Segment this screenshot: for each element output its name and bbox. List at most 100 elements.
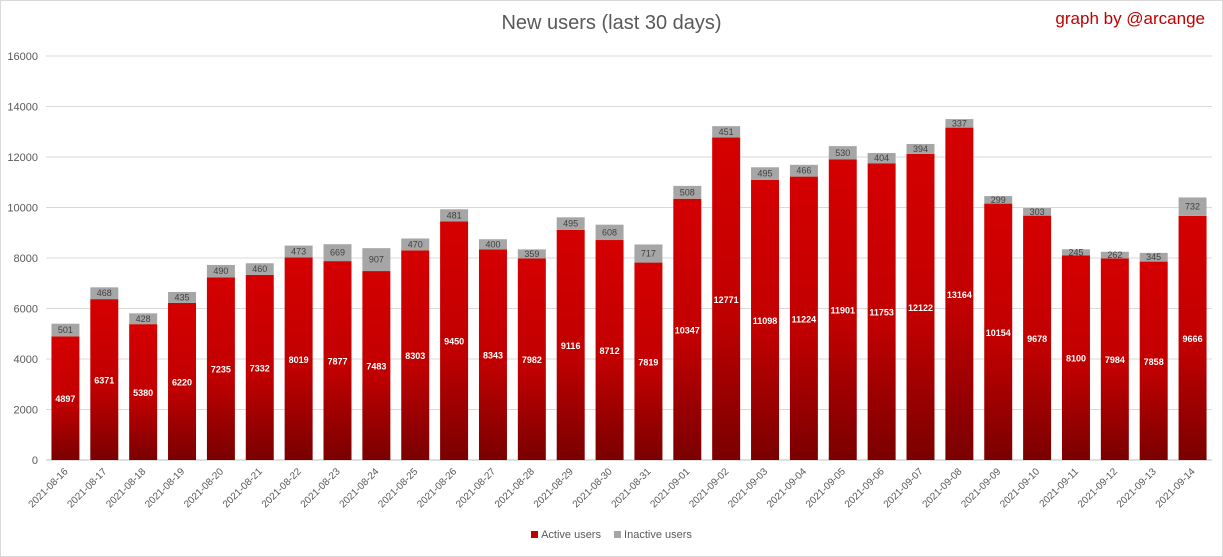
bar-inactive <box>712 126 741 138</box>
grid-lines <box>46 55 1212 461</box>
bar-active <box>284 257 313 460</box>
data-label-active: 11901 <box>831 306 856 316</box>
x-tick-label: 2021-08-30 <box>571 466 615 510</box>
data-label-active: 10154 <box>986 328 1011 338</box>
bar-active <box>1061 255 1090 460</box>
x-tick-label: 2021-09-04 <box>765 466 809 510</box>
bar-active <box>828 159 857 460</box>
bar-inactive <box>867 153 896 164</box>
data-label-inactive: 359 <box>524 249 539 259</box>
x-axis: 2021-08-162021-08-172021-08-182021-08-19… <box>27 466 1198 510</box>
bar-inactive <box>906 143 935 154</box>
x-tick-label: 2021-08-21 <box>221 466 265 510</box>
bar-inactive <box>517 249 546 259</box>
bar-active <box>673 198 702 460</box>
bar-inactive <box>51 323 80 337</box>
data-label-inactive: 508 <box>680 187 695 197</box>
data-label-active: 8100 <box>1066 354 1086 364</box>
y-tick-label: 8000 <box>14 253 38 265</box>
bar-active <box>1023 215 1052 460</box>
bar-active <box>323 261 352 460</box>
data-label-active: 12122 <box>908 303 933 313</box>
data-label-inactive: 299 <box>991 195 1006 205</box>
bar-active <box>245 274 274 460</box>
chart-title: New users (last 30 days) <box>501 12 722 34</box>
x-tick-label: 2021-09-12 <box>1076 466 1120 510</box>
data-label-inactive: 717 <box>641 249 656 259</box>
data-label-active: 7483 <box>366 362 386 372</box>
bar-inactive <box>206 264 235 278</box>
data-label-active: 7235 <box>211 365 231 375</box>
data-label-active: 11753 <box>869 308 894 318</box>
data-label-active: 7332 <box>250 363 270 373</box>
bar-inactive <box>556 217 585 230</box>
bar-inactive <box>168 291 197 303</box>
x-tick-label: 2021-08-23 <box>299 466 343 510</box>
data-label-active: 4897 <box>55 394 75 404</box>
bar-active <box>362 271 391 460</box>
x-tick-label: 2021-08-29 <box>532 466 576 510</box>
x-tick-label: 2021-08-17 <box>65 466 109 510</box>
bar-inactive <box>1100 251 1129 259</box>
bar-inactive <box>828 146 857 160</box>
data-label-active: 9450 <box>444 337 464 347</box>
data-label-inactive: 495 <box>563 219 578 229</box>
bar-active <box>634 262 663 460</box>
bar-inactive <box>673 185 702 199</box>
data-label-active: 7982 <box>522 355 542 365</box>
y-tick-label: 2000 <box>14 405 38 417</box>
bar-inactive <box>478 239 507 250</box>
bar-active <box>129 324 158 460</box>
data-label-active: 8303 <box>405 351 425 361</box>
bar-active <box>1139 261 1168 460</box>
data-label-active: 6371 <box>94 376 114 386</box>
bar-active <box>90 299 119 460</box>
x-tick-label: 2021-08-24 <box>338 466 382 510</box>
data-label-inactive: 669 <box>330 248 345 258</box>
bar-active <box>1178 215 1207 460</box>
data-label-active: 12771 <box>714 295 739 305</box>
x-tick-label: 2021-08-22 <box>260 466 304 510</box>
data-label-inactive: 337 <box>952 118 967 128</box>
data-label-inactive: 245 <box>1068 247 1083 257</box>
bar-active <box>206 277 235 460</box>
data-label-active: 7819 <box>638 357 658 367</box>
bar-inactive <box>1139 252 1168 262</box>
x-tick-label: 2021-09-05 <box>804 466 848 510</box>
x-tick-label: 2021-09-11 <box>1038 466 1082 510</box>
data-label-inactive: 907 <box>369 255 384 265</box>
data-label-inactive: 473 <box>291 247 306 257</box>
x-tick-label: 2021-09-02 <box>687 466 731 510</box>
data-label-inactive: 530 <box>835 148 850 158</box>
bar-inactive <box>440 209 469 222</box>
bar-inactive <box>401 238 430 251</box>
y-tick-label: 10000 <box>7 203 38 215</box>
x-tick-label: 2021-09-09 <box>959 466 1003 510</box>
bar-inactive <box>984 196 1013 204</box>
bar-active <box>984 203 1013 460</box>
bar-inactive <box>90 287 119 300</box>
bar-active <box>401 250 430 460</box>
x-tick-label: 2021-08-26 <box>415 466 459 510</box>
x-tick-label: 2021-09-06 <box>843 466 887 510</box>
data-label-active: 7984 <box>1105 355 1125 365</box>
x-tick-label: 2021-08-28 <box>493 466 537 510</box>
data-label-active: 7858 <box>1144 357 1164 367</box>
bar-active <box>51 336 80 460</box>
bar-active <box>440 221 469 460</box>
legend-item-inactive: Inactive users <box>614 529 692 541</box>
bar-active <box>867 163 896 460</box>
bar-inactive <box>129 313 158 325</box>
data-label-inactive: 400 <box>485 239 500 249</box>
y-tick-label: 12000 <box>7 152 38 164</box>
bar-active <box>478 249 507 460</box>
data-label-inactive: 460 <box>252 264 267 274</box>
data-label-inactive: 428 <box>136 314 151 324</box>
data-labels: 4897 501 6371 468 5380 428 6220 435 7235 490 7332 4… <box>55 118 1202 404</box>
x-tick-label: 2021-08-27 <box>454 466 498 510</box>
bar-active <box>789 176 818 460</box>
data-label-inactive: 490 <box>213 266 228 276</box>
data-label-active: 6220 <box>172 377 192 387</box>
y-tick-label: 4000 <box>14 354 38 366</box>
bar-inactive <box>284 245 313 258</box>
